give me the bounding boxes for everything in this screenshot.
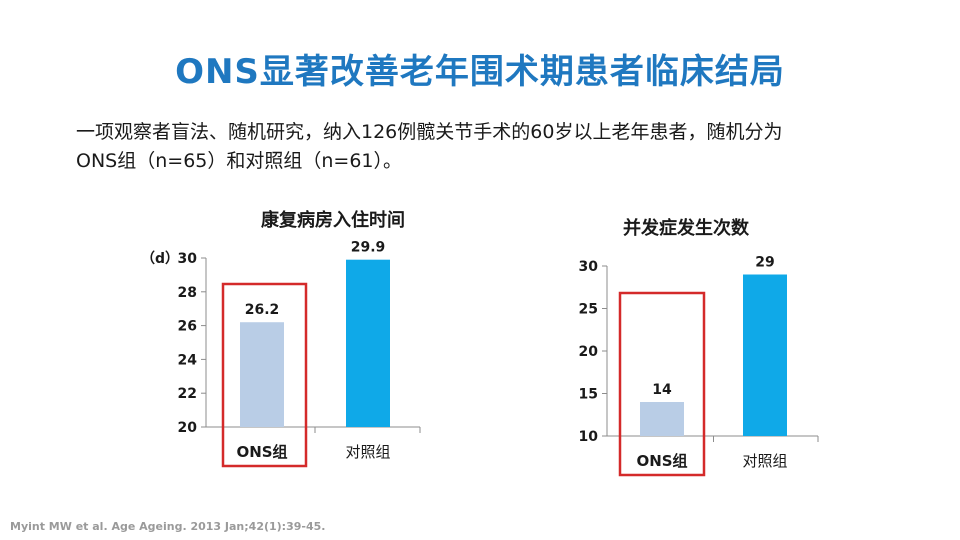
y-tick-label: 10	[579, 429, 599, 445]
y-tick-label: 25	[579, 302, 598, 318]
bar-value-label: 29	[755, 255, 774, 271]
y-tick-label: 20	[579, 344, 599, 360]
x-category-label: 对照组	[742, 452, 787, 470]
citation: Myint MW et al. Age Ageing. 2013 Jan;42(…	[10, 520, 326, 533]
study-description: 一项观察者盲法、随机研究，纳入126例髋关节手术的60岁以上老年患者，随机分为 …	[76, 118, 906, 176]
bar-ons	[240, 322, 284, 427]
y-tick-label: 24	[178, 352, 198, 368]
x-category-label: 对照组	[345, 443, 390, 461]
y-tick-label: 15	[579, 387, 598, 403]
highlight-box-ons	[618, 291, 706, 477]
x-category-label: ONS组	[236, 443, 287, 461]
study-description-line-1: 一项观察者盲法、随机研究，纳入126例髋关节手术的60岁以上老年患者，随机分为	[76, 121, 783, 143]
highlight-box-ons	[221, 282, 308, 468]
y-tick-label: 20	[178, 420, 198, 436]
y-unit-label: （d）	[141, 251, 179, 267]
bar-value-label: 26.2	[245, 302, 280, 318]
bar-control	[743, 274, 787, 436]
bar-control	[346, 259, 390, 427]
x-category-label: ONS组	[636, 452, 687, 470]
y-tick-label: 30	[178, 251, 198, 267]
chart-title: 并发症发生次数	[623, 217, 750, 239]
y-tick-label: 28	[178, 285, 197, 301]
slide-title: ONS显著改善老年围术期患者临床结局	[175, 52, 785, 92]
y-tick-label: 22	[178, 386, 197, 402]
y-tick-label: 30	[579, 259, 599, 275]
bar-value-label: 29.9	[351, 240, 386, 256]
y-tick-label: 26	[178, 319, 197, 335]
study-description-line-2: ONS组（n=65）和对照组（n=61）。	[76, 150, 403, 172]
chart-title: 康复病房入住时间	[261, 209, 405, 231]
bar-ons	[640, 402, 684, 436]
bar-value-label: 14	[652, 382, 672, 398]
